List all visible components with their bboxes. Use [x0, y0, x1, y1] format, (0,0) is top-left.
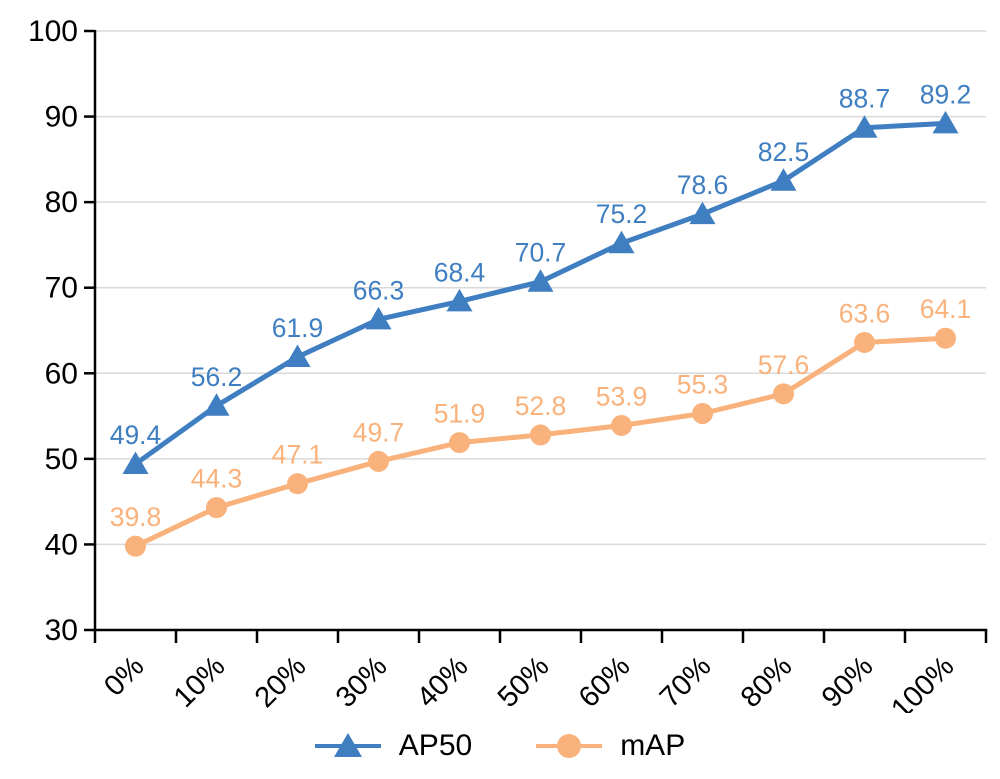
data-point-label: 64.1	[920, 294, 972, 324]
y-axis-tick-label: 80	[45, 186, 78, 219]
data-point-marker	[287, 473, 308, 495]
data-point-label: 88.7	[839, 84, 891, 114]
data-point-marker	[854, 331, 875, 353]
data-point-label: 55.3	[677, 370, 729, 400]
legend-item-map: mAP	[536, 731, 685, 761]
data-point-label: 52.8	[515, 391, 567, 421]
x-axis-tick-label: 50%	[492, 650, 556, 713]
data-point-marker	[203, 393, 230, 416]
data-point-marker	[851, 115, 878, 138]
x-axis-tick-label: 10%	[168, 650, 232, 713]
data-point-label: 39.8	[110, 502, 162, 532]
x-axis-tick-label: 20%	[249, 650, 313, 713]
x-axis-tick-label: 40%	[411, 650, 475, 713]
data-point-marker	[932, 110, 959, 134]
legend-marker-ap50	[314, 732, 381, 760]
y-axis-tick-label: 50	[45, 443, 78, 476]
data-point-marker	[368, 450, 389, 472]
data-point-marker	[770, 168, 797, 191]
y-axis-tick-label: 40	[45, 528, 78, 561]
data-point-marker	[125, 535, 146, 557]
data-point-marker	[773, 383, 794, 405]
data-point-marker	[449, 432, 470, 454]
data-point-label: 47.1	[272, 440, 324, 470]
y-axis-tick-label: 30	[45, 614, 78, 647]
x-axis-tick-label: 70%	[654, 650, 718, 713]
data-point-label: 82.5	[758, 137, 810, 167]
data-point-label: 51.9	[434, 399, 486, 429]
chart-legend: AP50 mAP	[0, 715, 1000, 777]
data-point-label: 49.7	[353, 417, 405, 447]
data-point-marker	[935, 327, 956, 349]
x-axis-tick-label: 0%	[98, 650, 150, 702]
data-point-marker	[527, 269, 554, 292]
data-point-marker	[365, 306, 392, 330]
x-axis-tick-label: 90%	[816, 650, 880, 713]
legend-label-map: mAP	[620, 729, 686, 762]
data-point-marker	[692, 403, 713, 425]
data-point-label: 61.9	[272, 313, 324, 343]
data-point-label: 89.2	[920, 79, 972, 109]
x-axis-tick-label: 100%	[885, 650, 960, 713]
legend-label-ap50: AP50	[398, 729, 473, 762]
data-point-label: 57.6	[758, 350, 810, 380]
data-point-marker	[608, 230, 635, 254]
data-point-label: 70.7	[515, 238, 567, 268]
data-point-marker	[611, 414, 632, 436]
data-point-label: 44.3	[191, 464, 243, 494]
data-point-marker	[530, 424, 551, 446]
data-point-marker	[284, 344, 311, 368]
x-axis-tick-label: 80%	[735, 650, 799, 713]
data-point-label: 53.9	[596, 381, 648, 411]
y-axis-tick-label: 70	[45, 272, 78, 305]
data-point-label: 63.6	[839, 298, 891, 328]
legend-item-ap50: AP50	[314, 729, 473, 762]
data-point-label: 75.2	[596, 199, 648, 229]
line-chart: 30 40 50 60 70 80 90 100 0% 10% 20% 30% 40% 50% 60% 70%…	[28, 15, 988, 713]
data-point-marker	[446, 288, 473, 312]
x-axis-tick-label: 30%	[330, 650, 394, 713]
y-axis-tick-label: 90	[45, 101, 78, 134]
data-point-marker	[206, 497, 227, 519]
x-axis-tick-label: 60%	[573, 650, 637, 713]
data-point-label: 68.4	[434, 257, 486, 287]
data-point-label: 49.4	[110, 420, 162, 450]
y-axis-tick-label: 100	[28, 15, 78, 48]
data-point-label: 56.2	[191, 362, 243, 392]
y-axis-tick-label: 60	[45, 357, 78, 390]
legend-marker-map	[536, 732, 603, 760]
data-point-label: 78.6	[677, 170, 729, 200]
triangle-icon	[333, 733, 362, 757]
data-point-label: 66.3	[353, 275, 405, 305]
data-point-marker	[122, 451, 149, 474]
circle-icon	[557, 734, 582, 758]
data-point-marker	[689, 201, 716, 225]
